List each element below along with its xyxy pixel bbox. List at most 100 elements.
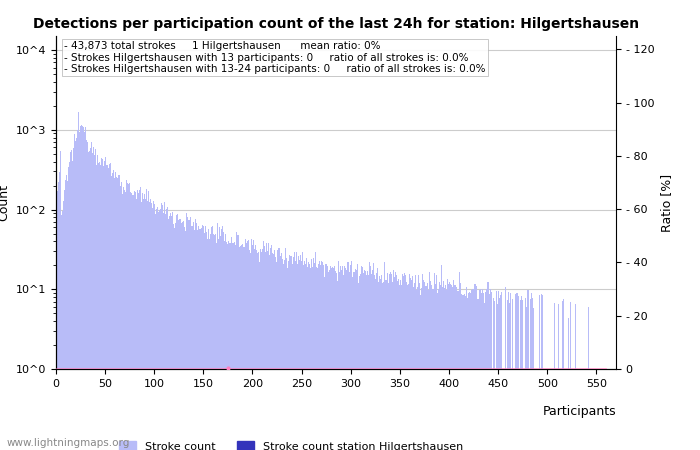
Bar: [298, 256, 299, 450]
Bar: [337, 281, 339, 450]
Bar: [127, 183, 128, 450]
Bar: [520, 300, 522, 450]
Bar: [300, 256, 301, 450]
Bar: [488, 282, 489, 450]
Y-axis label: Count: Count: [0, 184, 10, 221]
Bar: [422, 274, 423, 450]
Bar: [382, 284, 383, 450]
Bar: [233, 243, 235, 450]
Bar: [322, 262, 323, 450]
Bar: [352, 278, 354, 450]
Bar: [237, 235, 238, 450]
Bar: [389, 272, 391, 450]
Bar: [421, 288, 422, 450]
Bar: [420, 295, 421, 450]
Bar: [104, 157, 106, 450]
Bar: [306, 258, 307, 450]
Bar: [84, 132, 85, 450]
Bar: [301, 261, 302, 450]
Bar: [496, 304, 498, 450]
Bar: [369, 262, 370, 450]
Bar: [457, 292, 458, 450]
Bar: [290, 256, 291, 450]
Bar: [90, 148, 91, 450]
Bar: [311, 259, 312, 450]
Bar: [557, 304, 559, 450]
Bar: [147, 202, 148, 450]
Bar: [333, 266, 335, 450]
Bar: [256, 250, 257, 450]
Bar: [153, 202, 154, 450]
Bar: [144, 194, 145, 450]
Bar: [158, 212, 159, 450]
Bar: [568, 318, 569, 450]
Bar: [154, 204, 155, 450]
Bar: [396, 275, 398, 450]
Bar: [265, 252, 266, 450]
Bar: [125, 192, 126, 450]
Bar: [223, 225, 225, 450]
Bar: [539, 295, 540, 450]
Bar: [293, 257, 294, 450]
Bar: [155, 209, 157, 450]
Bar: [515, 294, 517, 450]
Bar: [472, 289, 473, 450]
Bar: [142, 193, 143, 450]
Y-axis label: Ratio [%]: Ratio [%]: [660, 173, 673, 232]
Bar: [345, 269, 346, 450]
Bar: [310, 268, 311, 450]
Bar: [476, 286, 477, 450]
Bar: [187, 217, 188, 450]
Bar: [254, 249, 255, 450]
Bar: [120, 185, 121, 450]
Bar: [428, 290, 429, 450]
Bar: [208, 229, 209, 450]
Bar: [234, 242, 235, 450]
Bar: [351, 261, 352, 450]
Bar: [325, 264, 326, 450]
Bar: [407, 285, 408, 450]
Bar: [240, 246, 241, 450]
Bar: [440, 265, 442, 450]
Bar: [83, 127, 84, 450]
Bar: [391, 282, 393, 450]
Bar: [195, 219, 196, 450]
Bar: [258, 252, 259, 450]
Bar: [149, 202, 150, 450]
Bar: [106, 165, 108, 450]
Bar: [135, 193, 136, 450]
Bar: [408, 284, 409, 450]
Bar: [75, 141, 76, 450]
Bar: [370, 266, 371, 450]
Bar: [225, 234, 227, 450]
Bar: [66, 175, 67, 450]
Bar: [413, 287, 414, 450]
Bar: [215, 234, 216, 450]
Bar: [384, 280, 386, 450]
Text: - 43,873 total strokes     1 Hilgertshausen      mean ratio: 0%
- Strokes Hilger: - 43,873 total strokes 1 Hilgertshausen …: [64, 41, 486, 74]
Bar: [72, 161, 74, 450]
Bar: [196, 224, 197, 450]
Bar: [368, 275, 369, 450]
Bar: [294, 252, 295, 450]
Bar: [115, 179, 116, 450]
Bar: [92, 153, 93, 450]
Bar: [210, 234, 211, 450]
Bar: [358, 283, 359, 450]
Bar: [357, 264, 358, 450]
Bar: [299, 260, 300, 450]
Bar: [402, 274, 403, 450]
Bar: [214, 235, 215, 450]
Bar: [328, 270, 330, 450]
Bar: [111, 180, 113, 450]
Bar: [479, 289, 480, 450]
Bar: [430, 285, 432, 450]
Bar: [65, 180, 66, 450]
Bar: [218, 227, 220, 450]
Bar: [468, 293, 469, 450]
Bar: [432, 289, 433, 450]
Bar: [508, 292, 510, 450]
Bar: [123, 187, 125, 450]
Bar: [128, 184, 130, 450]
Bar: [62, 211, 64, 450]
